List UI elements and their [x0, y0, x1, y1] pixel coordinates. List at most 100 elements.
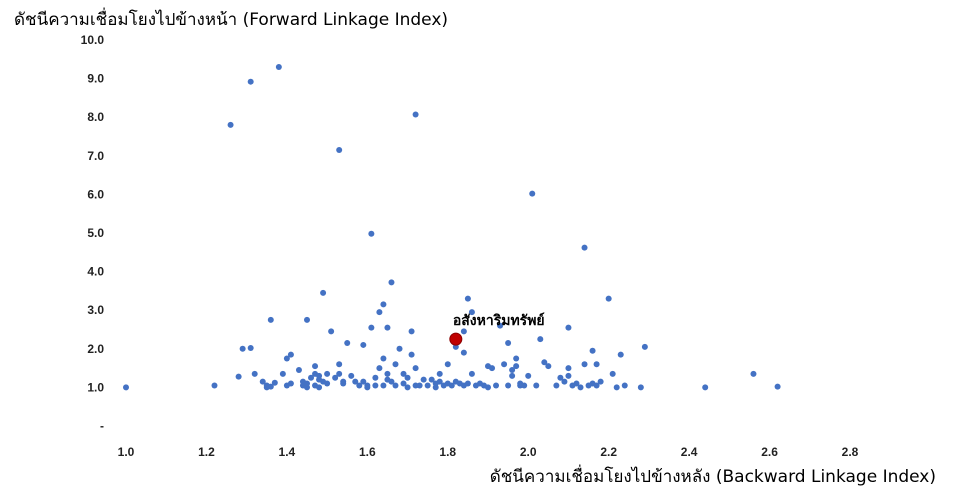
x-tick-label: 2.2 [600, 445, 617, 459]
data-point [497, 322, 504, 329]
data-point [521, 382, 528, 389]
data-point [372, 382, 379, 389]
data-point [605, 295, 612, 302]
data-point [545, 363, 552, 370]
data-point [557, 374, 564, 381]
data-point [404, 384, 411, 391]
data-point [324, 380, 331, 387]
data-point [271, 379, 278, 386]
data-point [505, 340, 512, 347]
data-point [312, 363, 319, 370]
data-point [316, 372, 323, 379]
data-point [368, 230, 375, 237]
data-point [308, 374, 315, 381]
data-point [404, 374, 411, 381]
data-point [774, 383, 781, 390]
data-point [581, 244, 588, 251]
data-point [251, 370, 258, 377]
data-point [380, 355, 387, 362]
x-tick-labels: 1.0 1.2 1.4 1.6 1.8 2.0 2.2 2.4 2.6 2.8 [118, 445, 859, 459]
data-point [565, 324, 572, 331]
data-point [211, 382, 218, 389]
y-tick-label: 2.0 [87, 342, 104, 356]
x-tick-label: 2.6 [761, 445, 778, 459]
data-point [356, 382, 363, 389]
data-point [609, 370, 616, 377]
data-point [513, 363, 520, 370]
data-point [537, 336, 544, 343]
data-point [380, 382, 387, 389]
data-point [577, 384, 584, 391]
data-point [336, 147, 343, 154]
data-point [597, 378, 604, 385]
data-point [493, 382, 500, 389]
data-point [287, 351, 294, 358]
data-point [408, 351, 415, 358]
y-tick-label: 7.0 [87, 149, 104, 163]
y-tick-label: 10.0 [81, 33, 105, 47]
data-point [360, 378, 367, 385]
data-point [376, 309, 383, 316]
y-tick-label: 4.0 [87, 265, 104, 279]
data-point [235, 373, 242, 380]
data-point [372, 374, 379, 381]
data-point [247, 345, 254, 352]
data-point [702, 384, 709, 391]
y-tick-label: 1.0 [87, 380, 104, 394]
data-point [247, 78, 254, 85]
data-point [641, 343, 648, 350]
data-point [485, 384, 491, 391]
data-point [400, 370, 407, 377]
data-point [448, 382, 455, 389]
data-point [750, 370, 757, 377]
data-point [384, 324, 391, 331]
data-point [412, 365, 419, 372]
data-point [565, 372, 572, 379]
data-point [275, 64, 282, 71]
data-point [267, 316, 274, 323]
x-tick-label: 1.0 [118, 445, 135, 459]
data-point [613, 384, 620, 391]
data-point [123, 384, 129, 391]
y-tick-label: 5.0 [87, 226, 104, 240]
data-point [340, 378, 347, 385]
data-points [123, 64, 781, 391]
data-point [416, 382, 423, 389]
data-point [287, 380, 294, 387]
data-point [239, 345, 246, 352]
data-point [529, 190, 536, 197]
x-tick-label: 1.8 [439, 445, 456, 459]
data-point [408, 328, 415, 335]
y-tick-label: - [100, 419, 104, 433]
highlight-label: อสังหาริมทรัพย์ [453, 312, 545, 329]
data-point [436, 370, 443, 377]
data-point [376, 365, 383, 372]
data-point [324, 370, 331, 377]
data-point [396, 345, 403, 352]
data-point [464, 380, 471, 387]
data-point [637, 384, 644, 391]
data-point [283, 355, 290, 362]
data-point [348, 372, 355, 379]
data-point [332, 374, 339, 381]
x-tick-label: 1.2 [198, 445, 215, 459]
data-point [621, 382, 628, 389]
y-tick-label: 3.0 [87, 303, 104, 317]
y-tick-label: 9.0 [87, 72, 104, 86]
data-point [573, 380, 580, 387]
data-point [364, 382, 371, 389]
data-point [444, 361, 451, 368]
data-point [553, 382, 560, 389]
x-tick-label: 2.8 [842, 445, 859, 459]
data-point [360, 341, 367, 348]
y-axis-title: ดัชนีความเชื่อมโยงไปข้างหน้า (Forward Li… [14, 10, 449, 30]
highlight-point [449, 332, 463, 346]
data-point [509, 372, 516, 379]
data-point [320, 289, 327, 296]
data-point [460, 328, 467, 335]
data-point [464, 295, 471, 302]
data-point [565, 365, 572, 372]
data-point [505, 382, 512, 389]
data-point [420, 376, 427, 383]
